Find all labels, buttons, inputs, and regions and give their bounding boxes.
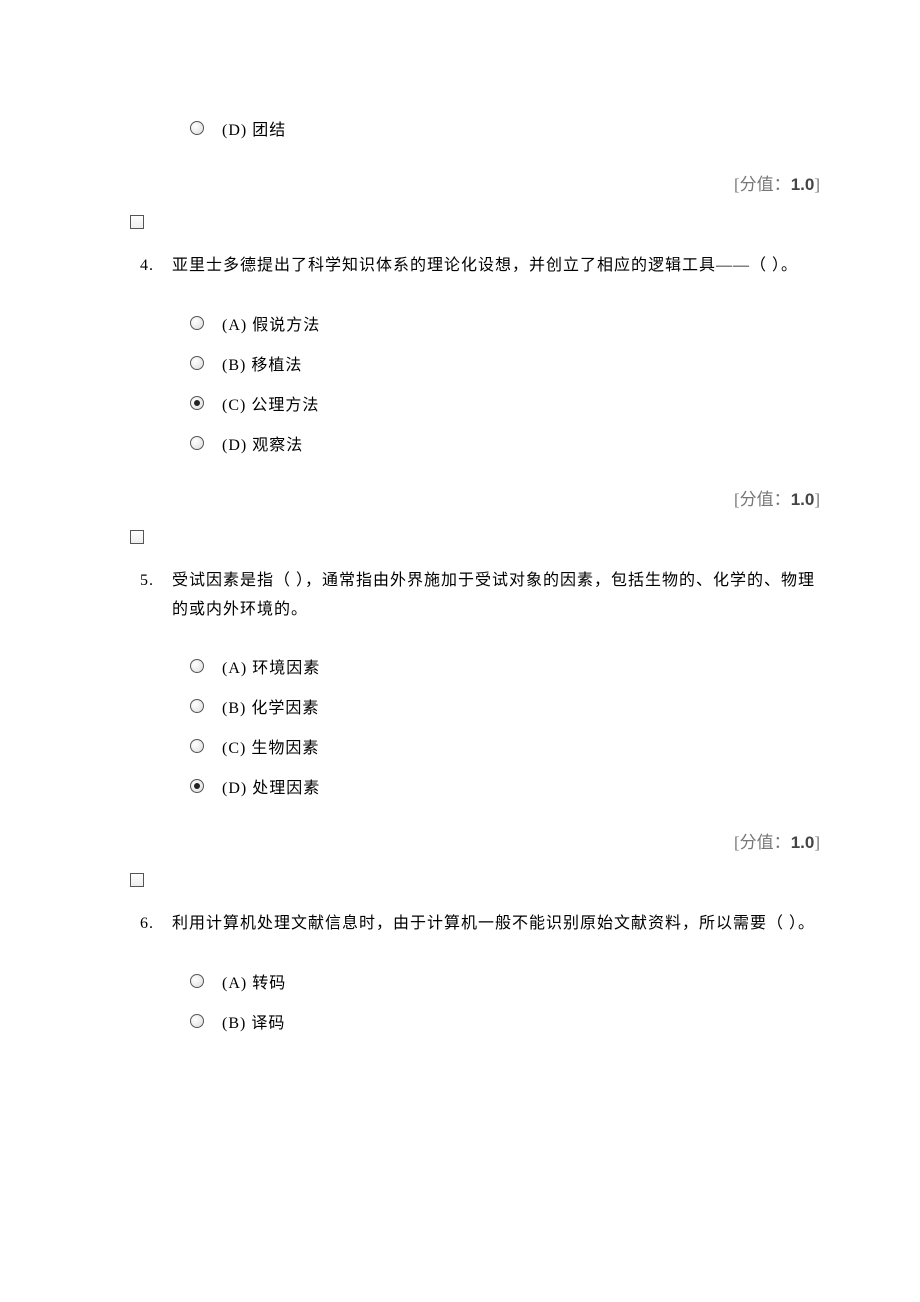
score-label: [分值：1.0]: [140, 170, 820, 195]
q6-option-0[interactable]: (A) 转码: [190, 969, 820, 993]
radio-icon: [190, 699, 204, 713]
radio-icon: [190, 316, 204, 330]
score-label: [分值：1.0]: [140, 485, 820, 510]
flag-checkbox[interactable]: [130, 215, 144, 229]
radio-icon: [190, 1014, 204, 1028]
radio-icon: [190, 396, 204, 410]
option-label: (A) 环境因素: [222, 654, 320, 678]
option-label: (C) 公理方法: [222, 391, 319, 415]
q4-option-3[interactable]: (D) 观察法: [190, 431, 820, 455]
question-5: 5. 受试因素是指（ ），通常指由外界施加于受试对象的因素，包括生物的、化学的、…: [140, 567, 820, 799]
radio-icon: [190, 356, 204, 370]
option-label: (D) 团结: [222, 116, 286, 140]
radio-icon: [190, 121, 204, 135]
option-label: (C) 生物因素: [222, 734, 319, 758]
flag-checkbox[interactable]: [130, 530, 144, 544]
question-text: 6. 利用计算机处理文献信息时，由于计算机一般不能识别原始文献资料，所以需要（ …: [140, 910, 820, 939]
q4-option-1[interactable]: (B) 移植法: [190, 351, 820, 375]
question-4: 4. 亚里士多德提出了科学知识体系的理论化设想，并创立了相应的逻辑工具——（ ）…: [140, 252, 820, 455]
radio-icon: [190, 739, 204, 753]
question-text: 4. 亚里士多德提出了科学知识体系的理论化设想，并创立了相应的逻辑工具——（ ）…: [140, 252, 820, 281]
option-label: (B) 化学因素: [222, 694, 319, 718]
radio-icon: [190, 436, 204, 450]
radio-icon: [190, 779, 204, 793]
option-label: (A) 假说方法: [222, 311, 320, 335]
option-label: (B) 移植法: [222, 351, 302, 375]
q5-option-2[interactable]: (C) 生物因素: [190, 734, 820, 758]
question-6: 6. 利用计算机处理文献信息时，由于计算机一般不能识别原始文献资料，所以需要（ …: [140, 910, 820, 1033]
q5-option-3[interactable]: (D) 处理因素: [190, 774, 820, 798]
option-label: (D) 处理因素: [222, 774, 320, 798]
option-label: (B) 译码: [222, 1009, 285, 1033]
radio-icon: [190, 659, 204, 673]
option-label: (A) 转码: [222, 969, 286, 993]
option-label: (D) 观察法: [222, 431, 303, 455]
q5-option-0[interactable]: (A) 环境因素: [190, 654, 820, 678]
q3-option-d[interactable]: (D) 团结: [190, 116, 820, 140]
q5-option-1[interactable]: (B) 化学因素: [190, 694, 820, 718]
question-text: 5. 受试因素是指（ ），通常指由外界施加于受试对象的因素，包括生物的、化学的、…: [140, 567, 820, 625]
q4-option-2[interactable]: (C) 公理方法: [190, 391, 820, 415]
q4-option-0[interactable]: (A) 假说方法: [190, 311, 820, 335]
q6-option-1[interactable]: (B) 译码: [190, 1009, 820, 1033]
radio-icon: [190, 974, 204, 988]
flag-checkbox[interactable]: [130, 873, 144, 887]
exam-page: (D) 团结 [分值：1.0] 4. 亚里士多德提出了科学知识体系的理论化设想，…: [0, 0, 920, 1109]
score-label: [分值：1.0]: [140, 828, 820, 853]
